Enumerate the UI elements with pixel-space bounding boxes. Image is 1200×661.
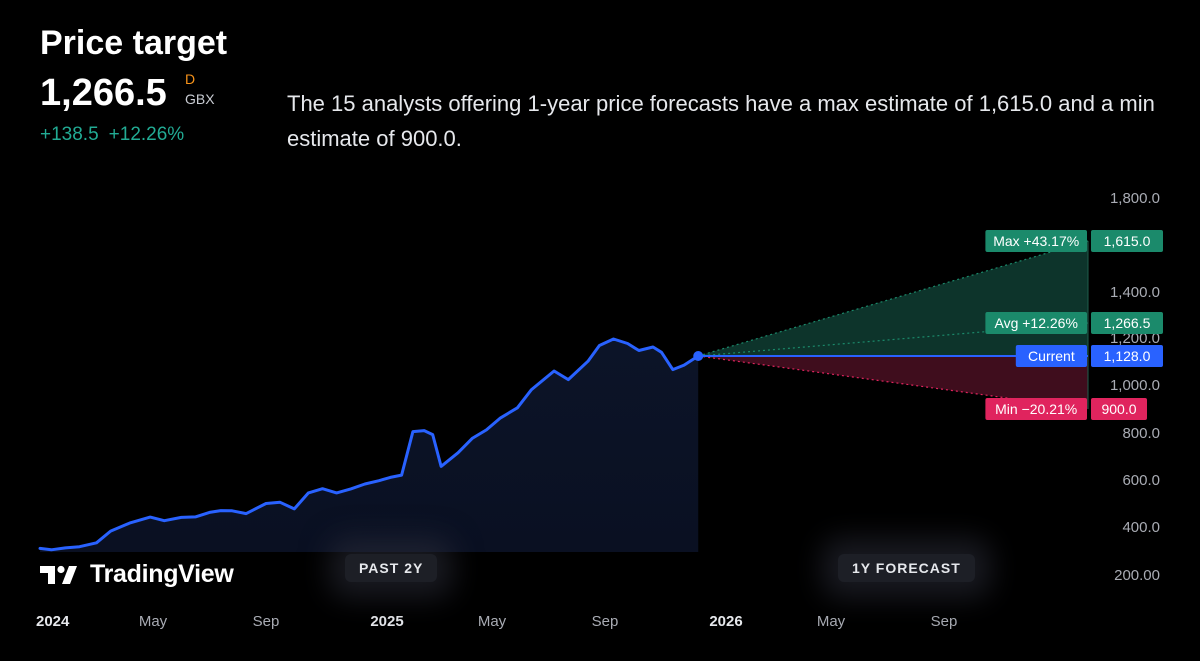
x-tick-label: May xyxy=(817,613,846,630)
y-tick-label: 200.00 xyxy=(1114,567,1160,584)
y-tick-label: 1,000.0 xyxy=(1110,377,1160,394)
avg-value: 1,266.5 xyxy=(1104,315,1151,331)
current-price-dot xyxy=(693,351,704,361)
min-tag: Min −20.21% 900.0 xyxy=(985,398,1147,420)
min-label-box xyxy=(985,398,1087,420)
currency-label: GBX xyxy=(185,91,215,107)
max-tag: Max +43.17% 1,615.0 xyxy=(985,230,1163,252)
page-title: Price target xyxy=(40,24,228,62)
x-tick-label: 2025 xyxy=(370,613,403,630)
y-tick-label: 800.0 xyxy=(1122,425,1160,442)
max-value-box xyxy=(1091,230,1163,252)
current-value-box xyxy=(1091,345,1163,367)
change-percent: +12.26% xyxy=(108,124,185,145)
current-label-box xyxy=(1015,345,1087,367)
avg-value-box xyxy=(1091,312,1163,334)
current-value: 1,128.0 xyxy=(1104,348,1151,364)
past-2y-button[interactable]: PAST 2Y xyxy=(345,554,438,582)
x-tick-label: Sep xyxy=(931,613,958,630)
tradingview-logo: TradingView xyxy=(40,560,234,589)
forecast-min-line xyxy=(698,355,1089,410)
delayed-flag: D xyxy=(185,71,196,87)
min-label: Min −20.21% xyxy=(995,401,1077,417)
y-tick-label: 600.0 xyxy=(1122,472,1160,489)
price-target-value: 1,266.5 xyxy=(40,72,167,114)
history-area xyxy=(40,339,699,552)
x-tick-label: May xyxy=(478,613,507,630)
x-tick-label: 2026 xyxy=(709,613,742,630)
avg-label: Avg +12.26% xyxy=(994,315,1077,331)
forecast-description: The 15 analysts offering 1-year price fo… xyxy=(287,91,1155,151)
change-absolute: +138.5 xyxy=(40,124,99,145)
avg-tag: Avg +12.26% 1,266.5 xyxy=(985,312,1163,334)
avg-label-box xyxy=(985,312,1087,334)
price-series-line xyxy=(38,337,700,552)
y-tick-label: 400.0 xyxy=(1122,519,1160,536)
1y-forecast-button[interactable]: 1Y FORECAST xyxy=(838,554,975,582)
x-tick-label: Sep xyxy=(253,613,280,630)
current-label: Current xyxy=(1028,348,1075,364)
brand-name: TradingView xyxy=(90,560,234,588)
max-label-box xyxy=(985,230,1087,252)
y-tick-label: 1,200.0 xyxy=(1110,330,1160,347)
x-tick-label: 2024 xyxy=(36,613,70,630)
min-value-box xyxy=(1091,398,1147,420)
y-tick-label: 1,800.0 xyxy=(1110,190,1160,207)
x-tick-label: Sep xyxy=(592,613,619,630)
min-value: 900.0 xyxy=(1101,401,1136,417)
y-tick-label: 1,400.0 xyxy=(1110,284,1160,301)
price-change: +138.5 +12.26% xyxy=(40,124,184,146)
x-tick-label: May xyxy=(139,613,168,630)
tradingview-icon xyxy=(40,565,77,584)
max-label: Max +43.17% xyxy=(993,233,1079,249)
current-tag: Current 1,128.0 xyxy=(1015,345,1163,367)
max-value: 1,615.0 xyxy=(1104,233,1151,249)
